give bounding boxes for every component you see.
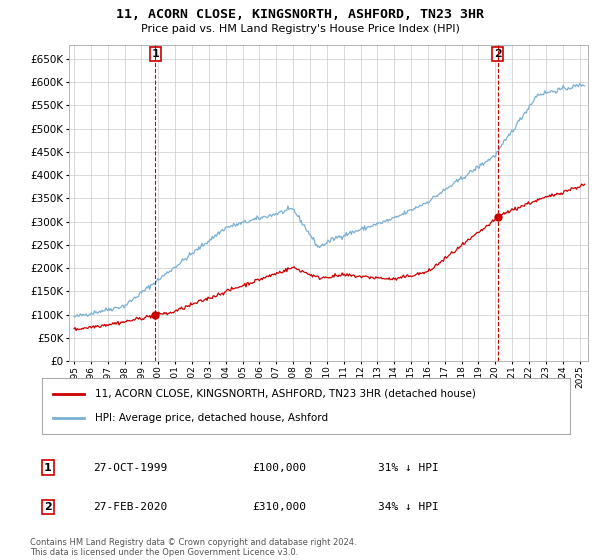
Text: £100,000: £100,000: [252, 463, 306, 473]
Text: 11, ACORN CLOSE, KINGSNORTH, ASHFORD, TN23 3HR: 11, ACORN CLOSE, KINGSNORTH, ASHFORD, TN…: [116, 8, 484, 21]
Text: 27-FEB-2020: 27-FEB-2020: [93, 502, 167, 512]
Text: 34% ↓ HPI: 34% ↓ HPI: [378, 502, 439, 512]
Text: 31% ↓ HPI: 31% ↓ HPI: [378, 463, 439, 473]
Text: HPI: Average price, detached house, Ashford: HPI: Average price, detached house, Ashf…: [95, 413, 328, 423]
Text: 11, ACORN CLOSE, KINGSNORTH, ASHFORD, TN23 3HR (detached house): 11, ACORN CLOSE, KINGSNORTH, ASHFORD, TN…: [95, 389, 476, 399]
Text: 27-OCT-1999: 27-OCT-1999: [93, 463, 167, 473]
Text: 2: 2: [494, 49, 502, 59]
Text: 1: 1: [151, 49, 159, 59]
Text: £310,000: £310,000: [252, 502, 306, 512]
Text: 2: 2: [44, 502, 52, 512]
Text: Contains HM Land Registry data © Crown copyright and database right 2024.
This d: Contains HM Land Registry data © Crown c…: [30, 538, 356, 557]
Text: Price paid vs. HM Land Registry's House Price Index (HPI): Price paid vs. HM Land Registry's House …: [140, 24, 460, 34]
Text: 1: 1: [44, 463, 52, 473]
